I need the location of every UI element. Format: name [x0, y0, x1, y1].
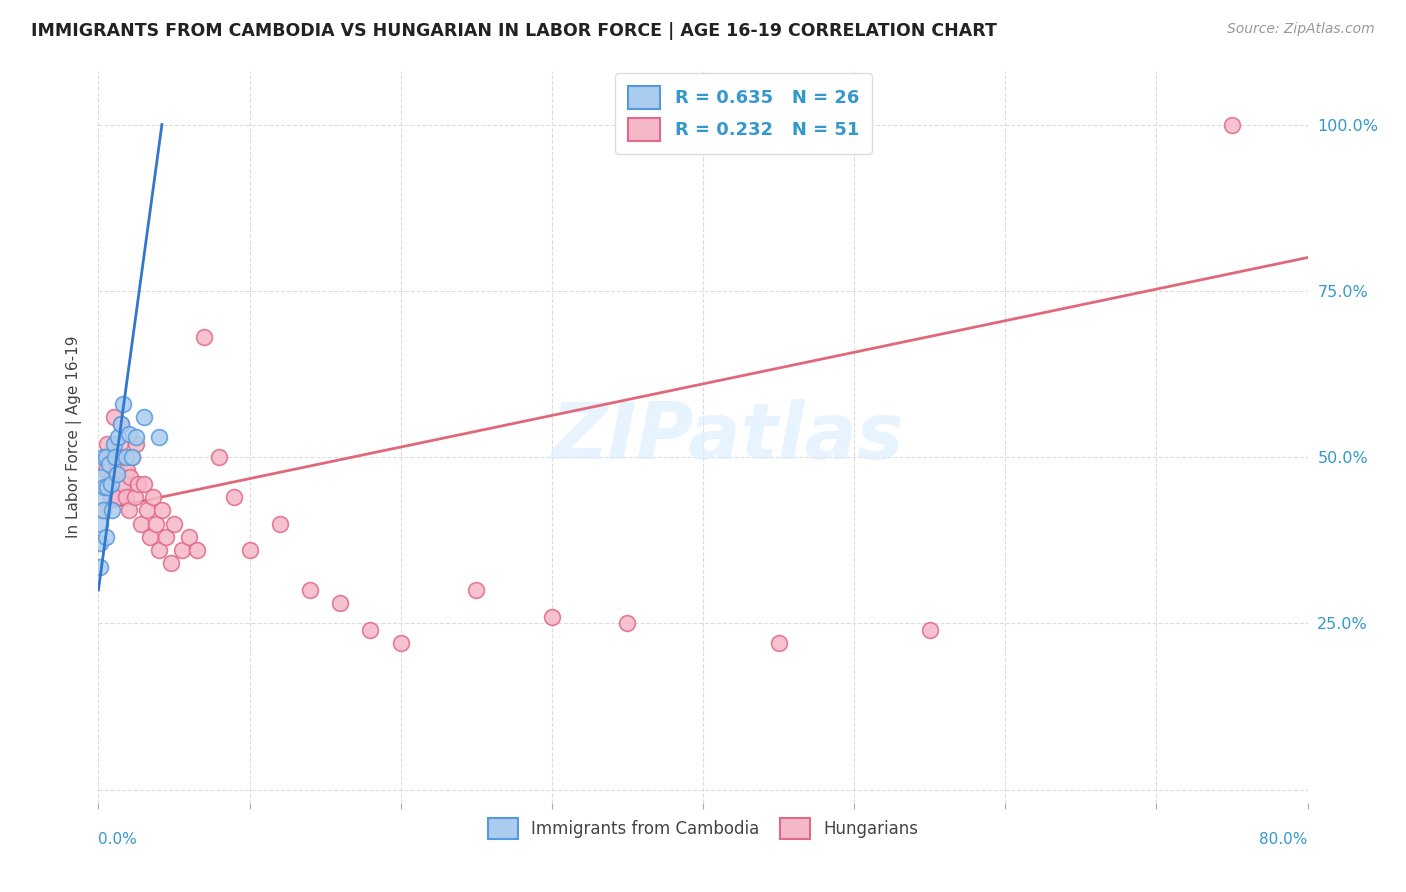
Point: [224, 490, 246, 504]
Point: [105, 463, 128, 477]
Point: [103, 450, 125, 464]
Point: [179, 530, 201, 544]
Point: [111, 397, 134, 411]
Point: [103, 436, 125, 450]
Point: [132, 410, 155, 425]
Point: [90, 490, 112, 504]
Point: [118, 503, 141, 517]
Point: [100, 476, 122, 491]
Point: [160, 557, 183, 571]
Point: [135, 503, 157, 517]
Point: [91, 503, 114, 517]
Point: [540, 609, 562, 624]
Point: [105, 467, 128, 481]
Point: [1220, 118, 1243, 132]
Point: [103, 410, 125, 425]
Point: [163, 516, 186, 531]
Text: 80.0%: 80.0%: [1260, 832, 1308, 847]
Point: [91, 503, 114, 517]
Point: [150, 503, 173, 517]
Point: [89, 516, 111, 531]
Point: [89, 559, 111, 574]
Point: [100, 490, 122, 504]
Point: [129, 516, 152, 531]
Point: [768, 636, 790, 650]
Point: [465, 582, 488, 597]
Point: [110, 417, 132, 431]
Point: [98, 457, 121, 471]
Text: 0.0%: 0.0%: [98, 832, 138, 847]
Point: [139, 530, 162, 544]
Point: [115, 463, 138, 477]
Point: [155, 530, 177, 544]
Point: [132, 476, 155, 491]
Point: [299, 582, 322, 597]
Y-axis label: In Labor Force | Age 16-19: In Labor Force | Age 16-19: [66, 335, 83, 539]
Point: [96, 480, 118, 494]
Point: [90, 470, 112, 484]
Point: [148, 430, 170, 444]
Point: [389, 636, 412, 650]
Point: [94, 530, 117, 544]
Point: [269, 516, 291, 531]
Point: [208, 450, 231, 464]
Point: [127, 476, 149, 491]
Point: [142, 490, 165, 504]
Point: [616, 616, 638, 631]
Legend: Immigrants from Cambodia, Hungarians: Immigrants from Cambodia, Hungarians: [481, 811, 925, 846]
Point: [114, 450, 136, 464]
Point: [108, 436, 131, 450]
Point: [104, 450, 127, 464]
Text: IMMIGRANTS FROM CAMBODIA VS HUNGARIAN IN LABOR FORCE | AGE 16-19 CORRELATION CHA: IMMIGRANTS FROM CAMBODIA VS HUNGARIAN IN…: [31, 22, 997, 40]
Point: [94, 463, 117, 477]
Point: [111, 476, 134, 491]
Point: [94, 450, 117, 464]
Point: [125, 436, 148, 450]
Point: [89, 536, 111, 550]
Text: ZIPatlas: ZIPatlas: [551, 399, 903, 475]
Point: [107, 490, 129, 504]
Point: [101, 470, 124, 484]
Point: [120, 470, 142, 484]
Point: [125, 430, 148, 444]
Point: [93, 480, 115, 494]
Point: [96, 436, 118, 450]
Point: [239, 543, 262, 558]
Point: [186, 543, 208, 558]
Point: [114, 490, 136, 504]
Point: [360, 623, 382, 637]
Point: [112, 450, 135, 464]
Point: [148, 543, 170, 558]
Point: [170, 543, 193, 558]
Point: [329, 596, 352, 610]
Point: [107, 430, 129, 444]
Point: [101, 503, 124, 517]
Point: [918, 623, 941, 637]
Point: [118, 426, 141, 441]
Point: [145, 516, 167, 531]
Point: [110, 417, 132, 431]
Point: [124, 490, 146, 504]
Point: [98, 450, 121, 464]
Point: [121, 450, 143, 464]
Point: [121, 450, 143, 464]
Point: [193, 330, 215, 344]
Point: [91, 450, 114, 464]
Text: Source: ZipAtlas.com: Source: ZipAtlas.com: [1227, 22, 1375, 37]
